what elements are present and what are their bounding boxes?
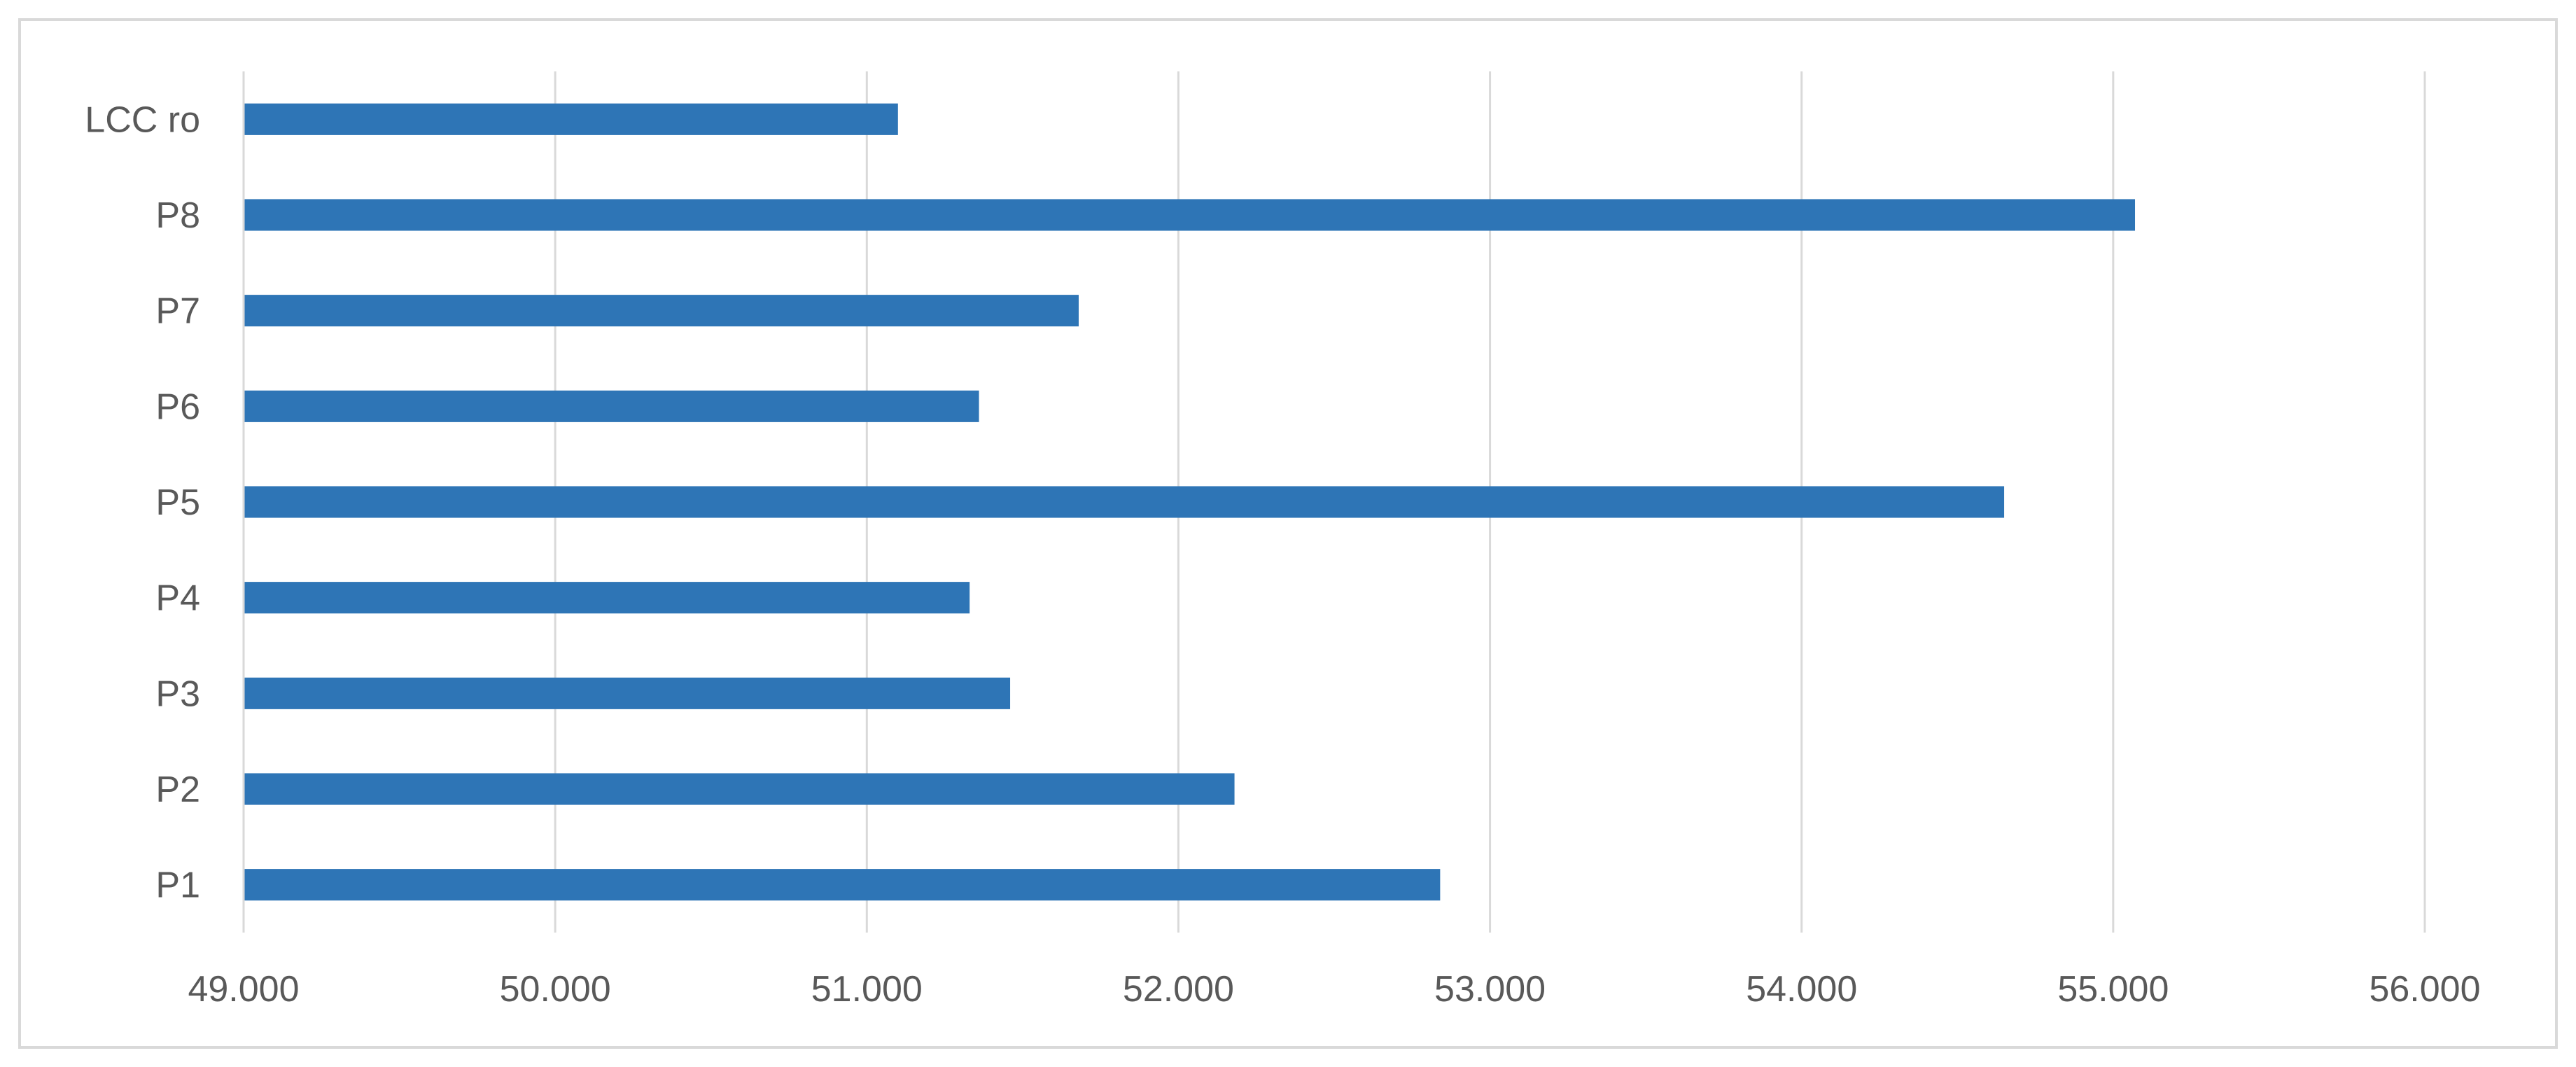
category-label: P4: [155, 578, 200, 619]
x-tick-label: 54.000: [1746, 969, 1857, 1010]
chart-frame: 49.000 50.000 51.000 52.000 53.000 54.000 55.0…: [18, 18, 2558, 1049]
x-tick-label: 53.000: [1434, 969, 1546, 1010]
category-label: P3: [155, 674, 200, 714]
bar-p7: [244, 295, 1079, 327]
x-tick-label: 51.000: [811, 969, 923, 1010]
bar-chart: 49.000 50.000 51.000 52.000 53.000 54.000 55.0…: [85, 71, 2481, 1010]
bars: [244, 103, 2136, 901]
bar-lcc-ro: [244, 103, 898, 135]
bar-p2: [244, 773, 1235, 805]
bar-p1: [244, 869, 1441, 901]
category-labels: P1 P2 P3 P4 P5 P6 P7 P8 LCC ro: [85, 99, 200, 905]
bar-p4: [244, 582, 970, 614]
x-tick-label: 56.000: [2369, 969, 2480, 1010]
x-tick-label: 55.000: [2057, 969, 2169, 1010]
category-label: P5: [155, 482, 200, 523]
category-label: P8: [155, 195, 200, 236]
x-tick-label: 50.000: [500, 969, 611, 1010]
x-tick-label: 52.000: [1123, 969, 1234, 1010]
x-axis-tick-labels: 49.000 50.000 51.000 52.000 53.000 54.000 55.0…: [188, 969, 2480, 1010]
category-label: P7: [155, 291, 200, 332]
bar-p8: [244, 199, 2136, 231]
category-label: P2: [155, 769, 200, 810]
category-label: P1: [155, 865, 200, 906]
bar-p5: [244, 486, 2005, 518]
bar-p6: [244, 390, 979, 422]
category-label: LCC ro: [85, 99, 200, 140]
category-label: P6: [155, 386, 200, 427]
bar-p3: [244, 677, 1011, 709]
x-tick-label: 49.000: [188, 969, 299, 1010]
